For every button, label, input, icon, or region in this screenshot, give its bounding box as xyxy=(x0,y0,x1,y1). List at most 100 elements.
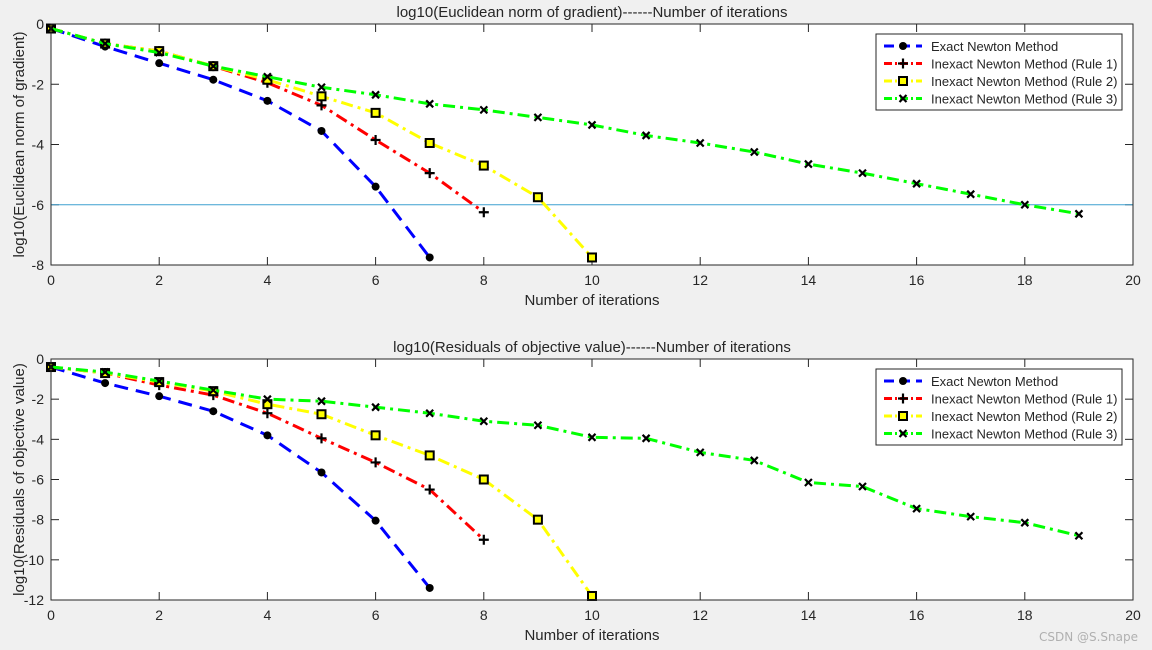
x-tick-label: 20 xyxy=(1125,607,1141,623)
legend-marker xyxy=(898,411,908,421)
data-point xyxy=(209,407,218,416)
data-point xyxy=(912,504,921,513)
x-tick-label: 6 xyxy=(372,607,380,623)
data-point xyxy=(262,408,273,419)
y-tick-label: -2 xyxy=(32,391,45,407)
legend-marker xyxy=(898,393,908,404)
data-point xyxy=(371,402,380,412)
x-tick-label: 8 xyxy=(480,272,488,288)
legend: Exact Newton Method Inexact Newton Method… xyxy=(875,33,1123,111)
data-point xyxy=(155,59,164,68)
legend-label: Inexact Newton Method (Rule 2) xyxy=(931,409,1117,424)
data-point xyxy=(532,192,543,203)
data-point xyxy=(317,468,326,477)
legend-marker xyxy=(898,429,908,438)
data-point xyxy=(316,409,327,420)
x-tick-label: 18 xyxy=(1017,272,1033,288)
x-tick-label: 12 xyxy=(692,272,708,288)
data-point xyxy=(263,394,272,404)
data-point xyxy=(587,433,597,442)
chart-2: log10(Residuals of objective value)-----… xyxy=(11,339,1141,644)
legend-item: Exact Newton Method xyxy=(884,374,1058,389)
data-point xyxy=(587,590,597,601)
y-tick-label: -8 xyxy=(32,512,45,528)
data-point xyxy=(371,90,380,100)
data-point xyxy=(912,179,921,188)
x-axis-label: Number of iterations xyxy=(524,292,659,309)
data-point xyxy=(1074,531,1084,541)
data-point xyxy=(370,134,381,145)
x-tick-label: 18 xyxy=(1017,607,1033,623)
data-point xyxy=(370,457,381,468)
legend-item: Inexact Newton Method (Rule 1) xyxy=(884,57,1117,72)
chart-title: log10(Euclidean norm of gradient)------N… xyxy=(397,4,788,21)
data-point xyxy=(154,48,164,57)
x-tick-label: 0 xyxy=(47,272,55,288)
y-tick-label: -4 xyxy=(32,431,45,447)
series-1 xyxy=(47,363,434,592)
data-point xyxy=(263,72,272,81)
chart-title: log10(Residuals of objective value)-----… xyxy=(393,339,791,356)
x-tick-label: 4 xyxy=(264,272,272,288)
data-point xyxy=(1020,518,1030,527)
data-point xyxy=(858,482,867,491)
series-4 xyxy=(46,362,1084,541)
x-axis-label: Number of iterations xyxy=(524,627,659,644)
data-point xyxy=(424,137,435,148)
legend-item: Inexact Newton Method (Rule 2) xyxy=(884,74,1117,89)
x-tick-label: 2 xyxy=(155,607,163,623)
series-line xyxy=(50,365,1080,538)
legend-label: Exact Newton Method xyxy=(931,374,1058,389)
data-point xyxy=(695,448,705,457)
data-point xyxy=(1020,200,1030,210)
data-point xyxy=(100,367,110,377)
legend-marker xyxy=(898,58,908,69)
data-point xyxy=(371,182,380,191)
x-tick-label: 0 xyxy=(47,607,55,623)
data-point xyxy=(263,431,272,440)
axes-frame xyxy=(50,23,1134,266)
data-point xyxy=(317,396,326,406)
x-tick-label: 16 xyxy=(909,607,925,623)
legend-marker xyxy=(899,377,907,385)
data-point xyxy=(532,514,543,525)
x-tick-label: 4 xyxy=(264,607,272,623)
data-point xyxy=(587,252,597,263)
data-point xyxy=(750,147,759,157)
data-point xyxy=(479,105,489,115)
data-point xyxy=(100,39,110,48)
axes-frame xyxy=(50,358,1134,601)
legend-label: Inexact Newton Method (Rule 3) xyxy=(931,92,1117,107)
x-tick-label: 14 xyxy=(801,272,817,288)
x-tick-label: 10 xyxy=(584,272,600,288)
data-point xyxy=(750,456,759,465)
data-point xyxy=(533,420,543,430)
x-tick-label: 16 xyxy=(909,272,925,288)
data-point xyxy=(479,416,489,426)
y-axis-label: log10(Residuals of objective value) xyxy=(11,363,28,596)
data-point xyxy=(101,379,110,388)
data-point xyxy=(424,484,435,495)
legend-item: Inexact Newton Method (Rule 3) xyxy=(884,92,1117,107)
data-point xyxy=(1074,209,1084,219)
x-tick-label: 20 xyxy=(1125,272,1141,288)
data-point xyxy=(370,107,381,118)
data-point xyxy=(425,408,434,418)
data-point xyxy=(533,113,543,122)
data-point xyxy=(425,583,434,592)
legend-label: Inexact Newton Method (Rule 2) xyxy=(931,74,1117,89)
data-point xyxy=(263,96,272,105)
legend-marker xyxy=(899,42,907,50)
legend-item: Inexact Newton Method (Rule 1) xyxy=(884,392,1117,407)
legend-marker xyxy=(898,94,908,103)
y-tick-label: -6 xyxy=(32,472,45,488)
series-line xyxy=(50,365,431,589)
data-point xyxy=(641,434,651,443)
data-point xyxy=(209,61,218,71)
y-tick-label: -8 xyxy=(32,257,45,273)
series-line xyxy=(50,365,485,541)
legend-item: Inexact Newton Method (Rule 2) xyxy=(884,409,1117,424)
y-tick-label: -6 xyxy=(32,197,45,213)
y-tick-label: 0 xyxy=(36,16,44,32)
data-point xyxy=(316,91,327,102)
